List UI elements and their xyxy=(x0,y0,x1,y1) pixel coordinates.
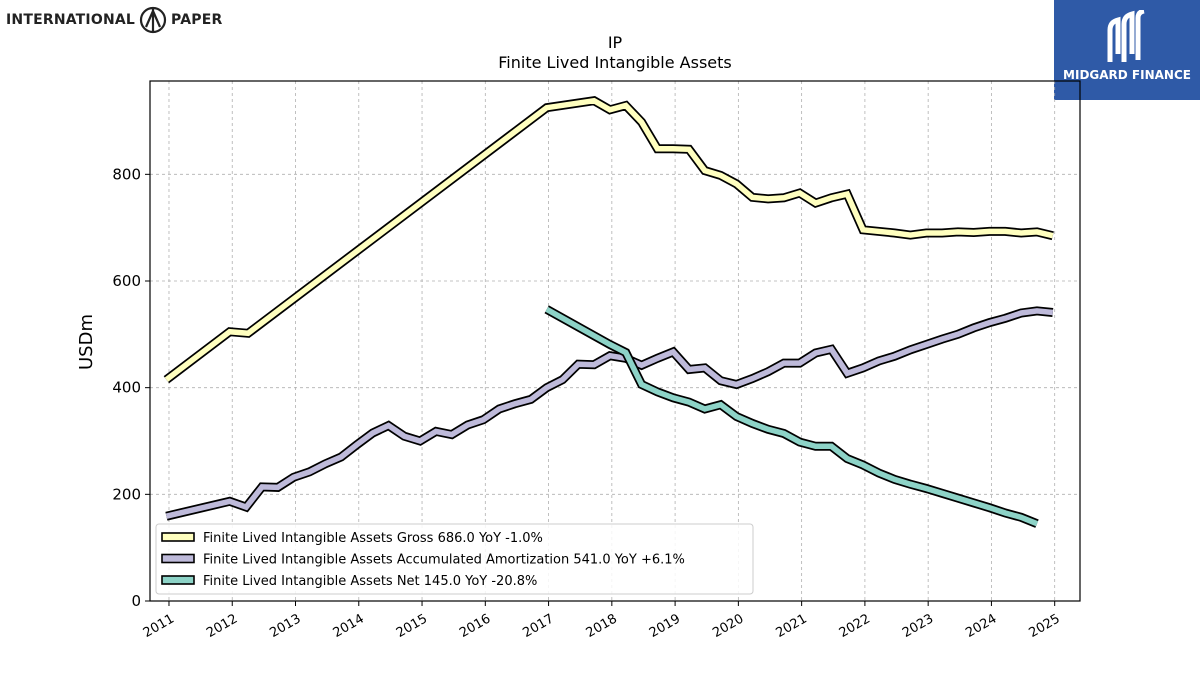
x-tick-label: 2020 xyxy=(710,611,746,641)
midgard-finance-mark-icon xyxy=(1107,10,1145,62)
legend-entry: Finite Lived Intangible Assets Gross 686… xyxy=(203,531,543,546)
legend: Finite Lived Intangible Assets Gross 686… xyxy=(155,523,754,595)
chart-subtitle: Finite Lived Intangible Assets xyxy=(498,53,731,72)
ip-logo-mark-icon xyxy=(139,6,167,34)
series-line-0 xyxy=(164,97,1054,382)
x-tick-label: 2018 xyxy=(584,611,620,641)
x-tick-label: 2013 xyxy=(267,611,303,641)
x-tick-label: 2015 xyxy=(394,611,430,641)
series-lines xyxy=(163,96,1054,528)
international-paper-logo: INTERNATIONAL PAPER xyxy=(6,5,222,35)
x-tick-label: 2014 xyxy=(331,611,367,641)
x-tick-label: 2022 xyxy=(837,611,873,641)
legend-swatch xyxy=(161,532,195,542)
x-tick-label: 2017 xyxy=(520,611,556,641)
legend-box xyxy=(155,523,754,595)
y-tick-label: 200 xyxy=(112,485,141,503)
x-tick-label: 2023 xyxy=(900,611,936,641)
series-outline-0 xyxy=(163,96,1054,384)
x-tick-label: 2012 xyxy=(204,611,240,641)
x-tick-label: 2019 xyxy=(647,611,683,641)
x-tick-label: 2021 xyxy=(773,611,809,641)
y-tick-label: 0 xyxy=(131,592,141,610)
y-tick-label: 800 xyxy=(112,165,141,183)
chart-title: IP xyxy=(608,33,623,52)
plot-frame xyxy=(149,80,1081,602)
ip-logo-word-2: PAPER xyxy=(171,12,223,28)
y-tick-label: 400 xyxy=(112,379,141,397)
legend-entry: Finite Lived Intangible Assets Net 145.0… xyxy=(203,574,537,589)
y-tick-label: 600 xyxy=(112,272,141,290)
x-tick-label: 2025 xyxy=(1027,611,1063,641)
midgard-finance-text: MIDGARD FINANCE xyxy=(1063,68,1191,82)
series-outline-2 xyxy=(544,305,1039,528)
x-tick-label: 2024 xyxy=(963,611,999,641)
y-axis-label: USDm xyxy=(76,314,97,370)
ip-logo-word-1: INTERNATIONAL xyxy=(6,12,136,28)
legend-swatch xyxy=(161,575,195,585)
legend-swatch xyxy=(161,553,195,564)
series-line-2 xyxy=(545,306,1039,527)
midgard-finance-logo: MIDGARD FINANCE xyxy=(1054,0,1200,100)
x-tick-label: 2011 xyxy=(141,611,177,641)
legend-entry: Finite Lived Intangible Assets Accumulat… xyxy=(203,553,685,568)
x-tick-label: 2016 xyxy=(457,611,493,641)
